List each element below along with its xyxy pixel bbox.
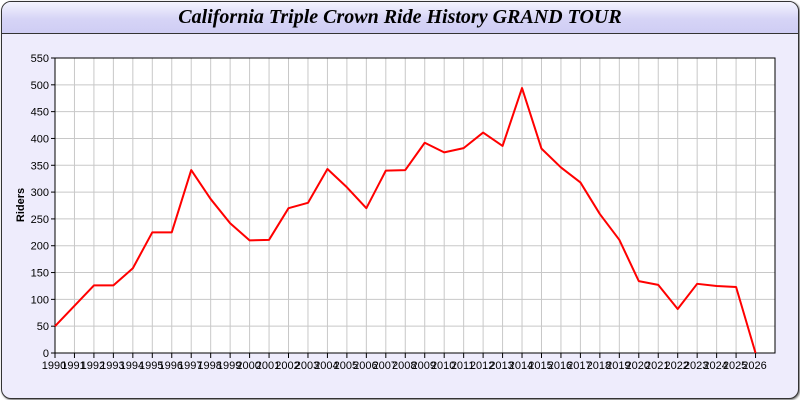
x-tick-label: 1990 — [42, 360, 66, 372]
x-tick-label: 2025 — [723, 360, 747, 372]
y-tick-label: 450 — [31, 107, 49, 119]
axes: 0501001502002503003504004505005501990199… — [31, 53, 776, 372]
x-tick-label: 2002 — [275, 360, 299, 372]
y-tick-label: 200 — [31, 241, 49, 253]
x-tick-label: 1997 — [178, 360, 202, 372]
x-tick-label: 1996 — [159, 360, 183, 372]
x-tick-label: 2004 — [314, 360, 338, 372]
x-tick-label: 2021 — [645, 360, 669, 372]
x-tick-label: 2009 — [411, 360, 435, 372]
x-tick-label: 2010 — [431, 360, 455, 372]
x-tick-label: 1991 — [61, 360, 85, 372]
x-tick-label: 2013 — [489, 360, 513, 372]
chart-title: California Triple Crown Ride History GRA… — [178, 6, 622, 28]
series — [54, 87, 757, 354]
y-tick-label: 550 — [31, 53, 49, 65]
x-tick-label: 2008 — [392, 360, 416, 372]
x-tick-label: 2022 — [664, 360, 688, 372]
x-tick-label: 2017 — [567, 360, 591, 372]
x-tick-label: 1998 — [197, 360, 221, 372]
x-tick-label: 2000 — [236, 360, 260, 372]
x-tick-label: 2011 — [451, 360, 475, 372]
x-tick-label: 2007 — [373, 360, 397, 372]
x-tick-label: 2015 — [528, 360, 552, 372]
x-tick-label: 2018 — [587, 360, 611, 372]
x-tick-label: 2001 — [256, 360, 280, 372]
x-tick-label: 2005 — [334, 360, 358, 372]
y-tick-label: 150 — [31, 268, 49, 280]
plot-area — [55, 58, 775, 353]
x-tick-label: 2019 — [606, 360, 630, 372]
y-tick-label: 50 — [37, 321, 49, 333]
y-tick-label: 100 — [31, 294, 49, 306]
x-tick-label: 2024 — [703, 360, 727, 372]
y-tick-label: 400 — [31, 133, 49, 145]
x-tick-label: 2020 — [626, 360, 650, 372]
x-tick-label: 2026 — [742, 360, 766, 372]
x-tick-label: 1993 — [100, 360, 124, 372]
plot-border — [54, 57, 776, 354]
x-tick-label: 1992 — [81, 360, 105, 372]
y-tick-label: 350 — [31, 160, 49, 172]
x-tick-label: 2014 — [509, 360, 533, 372]
x-tick-label: 2016 — [548, 360, 572, 372]
y-tick-label: 500 — [31, 80, 49, 92]
y-tick-label: 0 — [43, 348, 49, 360]
x-tick-label: 2023 — [684, 360, 708, 372]
title-bar: California Triple Crown Ride History GRA… — [2, 2, 798, 34]
x-tick-label: 1999 — [217, 360, 241, 372]
x-tick-label: 1995 — [139, 360, 163, 372]
x-tick-label: 1994 — [120, 360, 144, 372]
y-tick-label: 300 — [31, 187, 49, 199]
y-tick-label: 250 — [31, 214, 49, 226]
y-axis-label: Riders — [15, 188, 27, 222]
x-tick-label: 2012 — [470, 360, 494, 372]
x-tick-label: 2003 — [295, 360, 319, 372]
x-tick-label: 2006 — [353, 360, 377, 372]
